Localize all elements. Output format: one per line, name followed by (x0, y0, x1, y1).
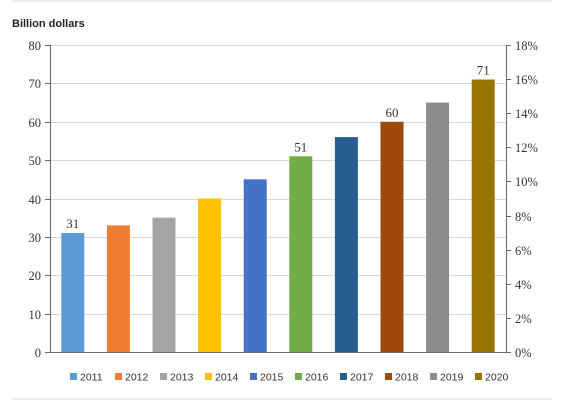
legend-label-2014: 2014 (215, 372, 239, 384)
left-axis-unit-label: Billion dollars (12, 18, 85, 30)
legend-swatch-2012 (115, 373, 122, 380)
legend-swatch-2014 (205, 373, 212, 380)
legend-label-2012: 2012 (125, 372, 149, 384)
left-axis-tick-label: 70 (29, 77, 42, 91)
legend-swatch-2020 (475, 373, 482, 380)
bar-2015 (243, 179, 267, 352)
legend-swatch-2017 (340, 373, 347, 380)
legend-label-2017: 2017 (350, 372, 374, 384)
left-axis-tick-labels: 0 10 20 30 40 50 60 70 80 (29, 39, 42, 360)
right-axis-tick-label: 10% (515, 175, 538, 189)
right-axis-tick-label: 8% (515, 210, 532, 224)
bar-2017 (334, 137, 358, 352)
left-axis-tick-label: 40 (29, 193, 42, 207)
right-axis-tick-label: 16% (515, 73, 538, 87)
legend-label-2020: 2020 (485, 372, 509, 384)
left-axis-tick-label: 80 (29, 39, 42, 53)
legend-swatch-2016 (295, 373, 302, 380)
legend-swatch-2018 (385, 373, 392, 380)
bar-2016 (289, 156, 313, 352)
legend-swatch-2011 (70, 373, 77, 380)
left-axis-tick-label: 60 (29, 116, 42, 130)
legend-label-2018: 2018 (395, 372, 419, 384)
left-axis-tick-label: 20 (29, 269, 42, 283)
legend: 2011 2012 2013 2014 2015 2016 2017 2018 2019 2020 (70, 372, 509, 384)
left-axis-tick-label: 10 (29, 308, 42, 322)
data-label-2011: 31 (66, 216, 79, 231)
legend-label-2019: 2019 (440, 372, 464, 384)
right-axis-tick-label: 12% (515, 141, 538, 155)
right-axis-tick-label: 2% (515, 312, 532, 326)
right-axis-tick-label: 14% (515, 107, 538, 121)
left-axis-tick-label: 0 (35, 346, 41, 360)
right-axis-tick-label: 6% (515, 244, 532, 258)
bar-2012 (106, 225, 130, 352)
legend-swatch-2019 (430, 373, 437, 380)
right-axis-tick-label: 18% (515, 39, 538, 53)
data-label-2018: 60 (386, 105, 399, 120)
legend-label-2015: 2015 (260, 372, 284, 384)
legend-label-2016: 2016 (305, 372, 329, 384)
legend-label-2013: 2013 (170, 372, 194, 384)
bar-2019 (426, 102, 450, 352)
left-axis-tick-label: 50 (29, 154, 42, 168)
bar-2020 (471, 79, 495, 352)
legend-swatch-2015 (250, 373, 257, 380)
bar-2011 (61, 233, 85, 352)
right-axis-tick-label: 4% (515, 278, 532, 292)
bar-2018 (380, 121, 404, 352)
data-label-2020: 71 (477, 63, 490, 78)
left-axis-tick-label: 30 (29, 231, 42, 245)
axes (45, 45, 511, 353)
legend-label-2011: 2011 (80, 372, 103, 384)
bar-2014 (198, 198, 222, 352)
right-axis-tick-labels: 0% 2% 4% 6% 8% 10% 12% 14% 16% 18% (515, 39, 538, 360)
data-labels: 31 51 60 71 (66, 63, 489, 232)
legend-swatch-2013 (160, 373, 167, 380)
data-label-2016: 51 (294, 139, 307, 154)
bars (61, 79, 495, 352)
bar-2013 (152, 217, 176, 352)
right-axis-tick-label: 0% (515, 346, 532, 360)
